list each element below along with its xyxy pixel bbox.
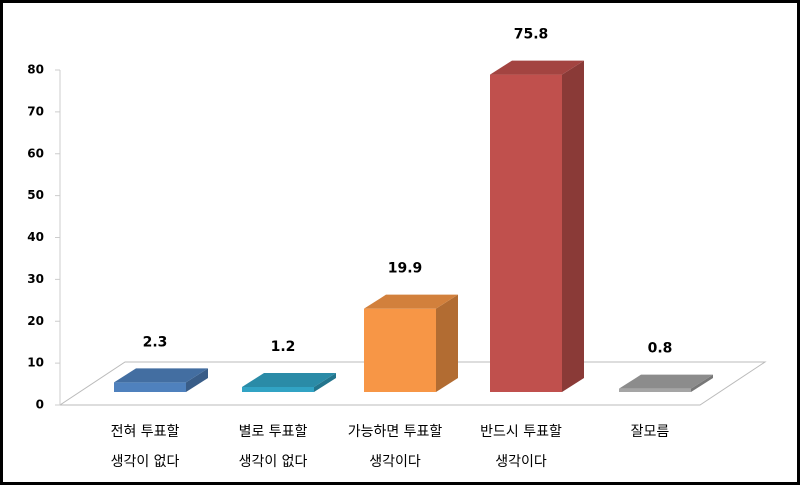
bar bbox=[242, 386, 314, 392]
y-tick-label: 60 bbox=[27, 146, 44, 160]
bar-top bbox=[114, 368, 208, 383]
x-tick-label: 생각이 없다 bbox=[111, 454, 180, 470]
bar-side bbox=[691, 374, 713, 392]
bar-side bbox=[186, 368, 208, 392]
y-tick-label: 30 bbox=[27, 272, 44, 286]
x-tick-label: 생각이다 bbox=[369, 454, 421, 470]
bar-side bbox=[562, 60, 584, 393]
x-tick-label: 반드시 투표할 bbox=[480, 424, 562, 440]
value-label: 1.2 bbox=[271, 339, 296, 355]
bar-side bbox=[436, 294, 458, 392]
x-tick-label: 생각이 없다 bbox=[239, 454, 308, 470]
value-label: 75.8 bbox=[514, 27, 549, 43]
x-tick-label: 가능하면 투표할 bbox=[348, 424, 443, 440]
bar bbox=[364, 308, 436, 392]
bar-side bbox=[314, 372, 336, 392]
y-tick-label: 20 bbox=[27, 314, 44, 328]
x-tick-label: 잘모름 bbox=[631, 424, 670, 440]
bar bbox=[490, 74, 562, 393]
x-tick-label: 전혀 투표할 bbox=[111, 424, 180, 440]
x-tick-label: 별로 투표할 bbox=[239, 424, 308, 440]
bar bbox=[619, 388, 691, 392]
bar-top bbox=[490, 60, 584, 75]
x-tick-label: 생각이다 bbox=[495, 454, 547, 470]
bar-top bbox=[364, 294, 458, 309]
bar bbox=[114, 382, 186, 392]
y-tick-label: 70 bbox=[27, 104, 44, 118]
value-label: 0.8 bbox=[648, 341, 673, 357]
y-tick-label: 40 bbox=[27, 230, 44, 244]
value-label: 2.3 bbox=[143, 334, 168, 350]
y-tick-label: 50 bbox=[27, 188, 44, 202]
value-label: 19.9 bbox=[388, 261, 423, 277]
y-tick-label: 80 bbox=[27, 63, 44, 77]
y-tick-label: 0 bbox=[36, 398, 44, 412]
bar-top bbox=[242, 372, 336, 387]
bar-top bbox=[619, 374, 713, 389]
y-tick-label: 10 bbox=[27, 356, 44, 370]
